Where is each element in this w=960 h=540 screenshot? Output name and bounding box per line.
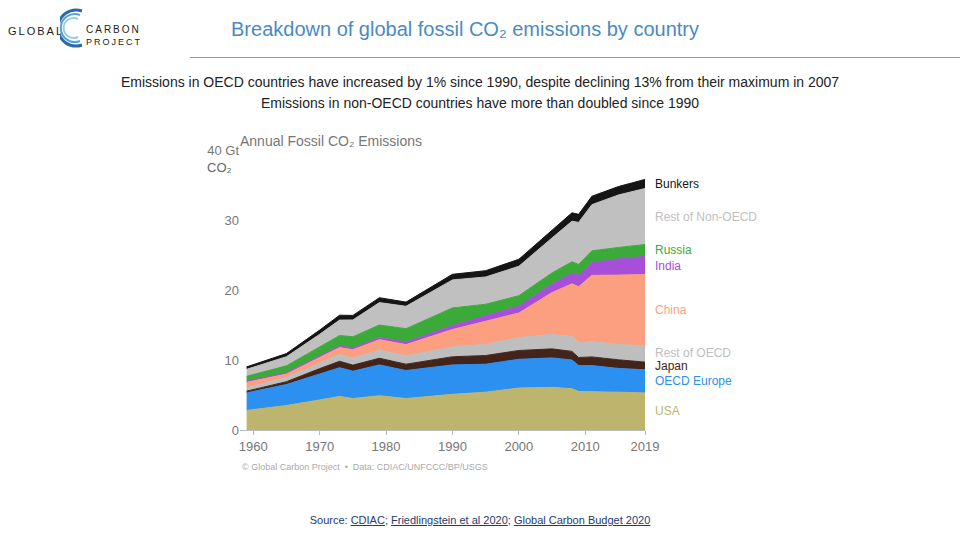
svg-text:© Global Carbon Project • Da: © Global Carbon Project • Data: CDIAC/UN… [242,462,488,472]
svg-text:1970: 1970 [305,439,334,454]
svg-text:Russia: Russia [655,243,692,257]
html-text:Emissions in OECD countries ha: Emissions in OECD countries have increas… [120,74,840,90]
svg-text:40 Gt: 40 Gt [207,143,239,158]
svg-text:Bunkers: Bunkers [655,177,699,191]
svg-text:Annual Fossil CO₂ Emissions: Annual Fossil CO₂ Emissions [240,133,422,149]
html-text:GLOBAL: GLOBAL [8,25,64,37]
svg-text:0: 0 [232,423,239,438]
svg-text:2010: 2010 [571,439,600,454]
svg-text:India: India [655,259,681,273]
svg-text:USA: USA [655,404,680,418]
svg-text:1980: 1980 [372,439,401,454]
svg-text:China: China [655,303,687,317]
svg-text:Japan: Japan [655,359,688,373]
html-text:CARBON: CARBON [86,24,141,35]
svg-text:30: 30 [225,213,239,228]
html-text:Source: CDIAC; Friedlingstein: Source: CDIAC; Friedlingstein et al 2020… [309,514,651,526]
html-text:PROJECT: PROJECT [86,37,142,47]
svg-text:2019: 2019 [631,439,660,454]
svg-text:OECD Europe: OECD Europe [655,374,732,388]
html-text:Breakdown of global fossil CO₂: Breakdown of global fossil CO₂ emissions… [231,18,699,40]
svg-text:CO₂: CO₂ [207,160,232,175]
svg-text:1990: 1990 [438,439,467,454]
html-text:Emissions in non-OECD countrie: Emissions in non-OECD countries have mor… [260,95,700,111]
svg-text:20: 20 [225,283,239,298]
svg-text:Rest of OECD: Rest of OECD [655,346,731,360]
svg-text:2000: 2000 [504,439,533,454]
svg-text:Rest of Non-OECD: Rest of Non-OECD [655,210,757,224]
svg-text:1960: 1960 [239,439,268,454]
svg-text:10: 10 [225,353,239,368]
